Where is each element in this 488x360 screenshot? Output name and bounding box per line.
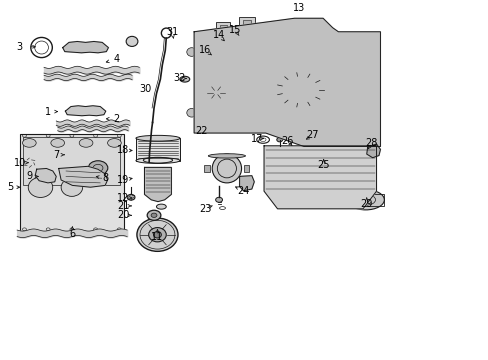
Text: 9: 9 (26, 171, 32, 181)
Bar (136, 138, 180, 161)
Bar (243, 165, 249, 172)
Bar (346, 194, 384, 206)
Polygon shape (59, 166, 107, 187)
Ellipse shape (28, 177, 53, 197)
Ellipse shape (61, 178, 82, 197)
Ellipse shape (186, 108, 196, 117)
Text: 26: 26 (281, 136, 293, 146)
Polygon shape (264, 146, 376, 209)
Bar (239, 17, 254, 31)
Polygon shape (194, 18, 380, 147)
Ellipse shape (23, 158, 36, 167)
Text: 10: 10 (14, 158, 27, 168)
Polygon shape (35, 168, 56, 183)
Bar (204, 165, 210, 172)
Text: 13: 13 (292, 3, 305, 13)
Ellipse shape (136, 158, 180, 163)
Ellipse shape (156, 204, 166, 209)
Polygon shape (144, 167, 171, 202)
Text: 23: 23 (199, 204, 211, 214)
Ellipse shape (51, 139, 64, 147)
Bar (220, 25, 226, 31)
Bar (20, 134, 124, 231)
Text: 2: 2 (113, 114, 119, 124)
Ellipse shape (213, 90, 219, 95)
Ellipse shape (153, 231, 161, 238)
Text: 32: 32 (173, 73, 186, 84)
Text: 30: 30 (139, 84, 152, 94)
Text: 22: 22 (195, 126, 207, 136)
Ellipse shape (137, 218, 178, 251)
Ellipse shape (22, 139, 36, 147)
Ellipse shape (197, 77, 234, 108)
Text: 6: 6 (69, 229, 75, 239)
Ellipse shape (127, 194, 135, 200)
Ellipse shape (215, 197, 222, 202)
Ellipse shape (151, 213, 157, 217)
Bar (23, 137, 120, 185)
Text: 17: 17 (250, 134, 263, 144)
Text: 20: 20 (117, 210, 129, 220)
Text: 7: 7 (53, 150, 59, 160)
Ellipse shape (136, 135, 180, 141)
Text: 19: 19 (117, 175, 129, 185)
Text: 14: 14 (212, 30, 225, 40)
Polygon shape (366, 144, 380, 158)
Ellipse shape (126, 36, 138, 46)
Bar (242, 19, 250, 26)
Text: 16: 16 (199, 45, 211, 55)
Text: 27: 27 (306, 130, 319, 140)
Ellipse shape (186, 48, 196, 56)
Polygon shape (62, 41, 108, 53)
Ellipse shape (206, 85, 225, 100)
Text: 15: 15 (228, 24, 241, 35)
Ellipse shape (330, 68, 371, 103)
Ellipse shape (212, 154, 241, 183)
Ellipse shape (88, 161, 108, 175)
Ellipse shape (180, 76, 189, 82)
Ellipse shape (270, 126, 280, 135)
Ellipse shape (147, 210, 161, 220)
Text: 1: 1 (45, 107, 51, 117)
Ellipse shape (79, 139, 93, 147)
Text: 8: 8 (102, 173, 108, 183)
Ellipse shape (107, 139, 121, 147)
Text: 18: 18 (117, 145, 129, 156)
Ellipse shape (289, 81, 310, 99)
Ellipse shape (148, 228, 166, 242)
Text: 21: 21 (117, 201, 129, 211)
Ellipse shape (346, 190, 384, 210)
Text: 5: 5 (8, 182, 14, 192)
Text: 4: 4 (113, 54, 119, 64)
Text: 11: 11 (151, 232, 163, 242)
Ellipse shape (208, 154, 245, 158)
Ellipse shape (276, 138, 282, 142)
Bar (216, 22, 229, 34)
Text: 28: 28 (365, 138, 377, 148)
Text: 3: 3 (17, 42, 22, 52)
Text: 12: 12 (117, 193, 129, 203)
Text: 29: 29 (360, 199, 372, 210)
Text: 24: 24 (237, 186, 249, 196)
Text: 25: 25 (317, 160, 329, 170)
Polygon shape (239, 176, 254, 191)
Ellipse shape (279, 72, 320, 107)
Polygon shape (65, 106, 105, 116)
Text: 31: 31 (165, 27, 178, 37)
